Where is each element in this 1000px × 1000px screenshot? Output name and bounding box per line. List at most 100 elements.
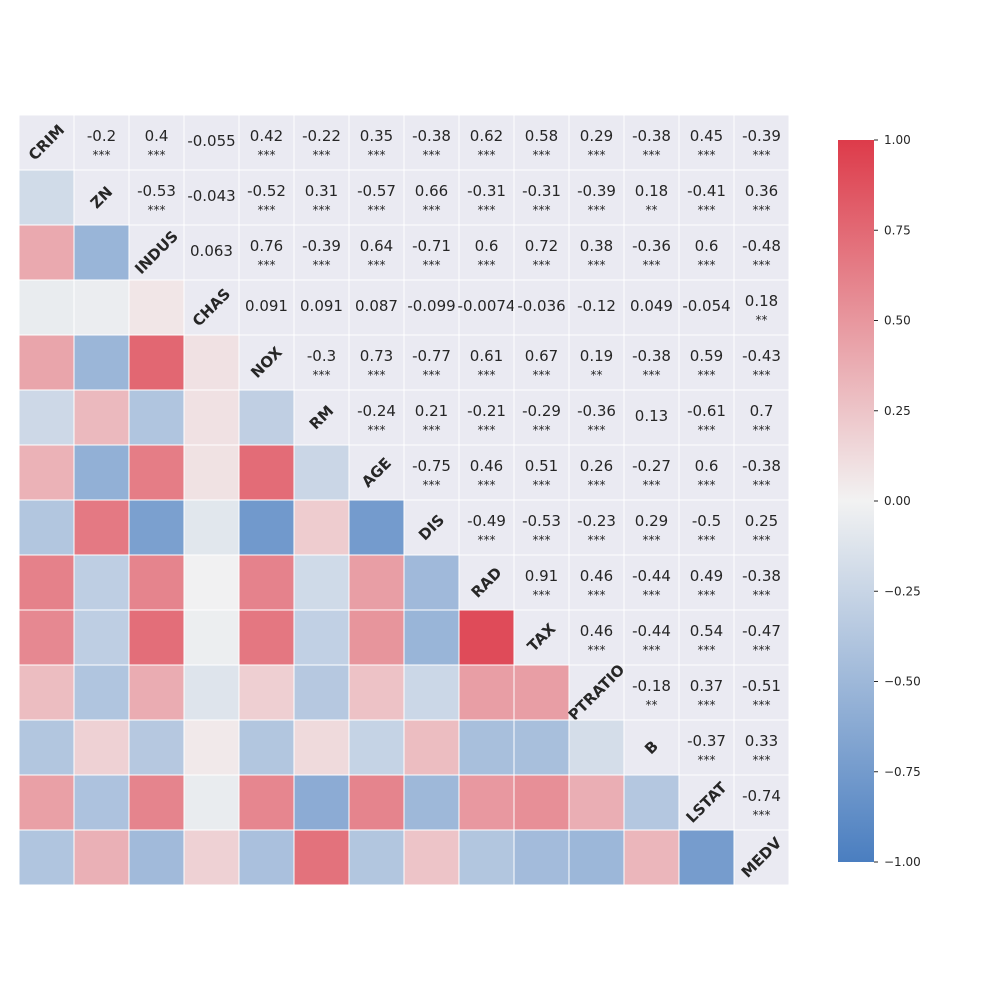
heatmap-cell-color [293, 554, 350, 611]
significance-stars: *** [753, 258, 771, 272]
heatmap-cell-upper [238, 224, 295, 281]
correlation-value: 0.063 [190, 242, 233, 260]
correlation-value: 0.59 [690, 347, 723, 365]
significance-stars: *** [753, 533, 771, 547]
correlation-value: 0.58 [525, 127, 558, 145]
significance-stars: *** [753, 588, 771, 602]
significance-stars: *** [533, 148, 551, 162]
heatmap-cell-upper [513, 114, 570, 171]
heatmap-cell-color [293, 609, 350, 666]
significance-stars: *** [753, 423, 771, 437]
heatmap-cell-upper [513, 499, 570, 556]
heatmap-cell-color [293, 829, 350, 886]
correlation-value: -0.74 [742, 787, 781, 805]
significance-stars: *** [368, 423, 386, 437]
correlation-value: -0.043 [187, 187, 235, 205]
significance-stars: *** [753, 148, 771, 162]
heatmap-cells: CRIM -0.2***0.4***-0.055 0.42***-0.22***0.… [18, 114, 790, 886]
correlation-value: -0.38 [412, 127, 451, 145]
correlation-value: -0.39 [577, 182, 616, 200]
heatmap-cell-color [458, 609, 515, 666]
significance-stars: *** [643, 478, 661, 492]
heatmap-cell-color [238, 829, 295, 886]
correlation-value: 0.091 [300, 297, 343, 315]
significance-stars: *** [533, 423, 551, 437]
heatmap-cell-diagonal [623, 719, 680, 776]
heatmap-cell-upper [733, 774, 790, 831]
significance-stars: *** [478, 533, 496, 547]
heatmap-cell-upper [128, 114, 185, 171]
correlation-value: -0.18 [632, 677, 671, 695]
heatmap-cell-diagonal [18, 114, 75, 171]
heatmap-cell-color [678, 829, 735, 886]
heatmap-cell-color [18, 334, 75, 391]
heatmap-cell-color [238, 444, 295, 501]
significance-stars: *** [533, 368, 551, 382]
heatmap-cell-color [73, 334, 130, 391]
heatmap-cell-color [513, 719, 570, 776]
heatmap-cell-upper [183, 169, 240, 226]
heatmap-cell-color [568, 774, 625, 831]
significance-stars: *** [588, 258, 606, 272]
correlation-value: -0.38 [742, 457, 781, 475]
significance-stars: *** [368, 203, 386, 217]
heatmap-cell-upper [623, 609, 680, 666]
heatmap-cell-color [293, 444, 350, 501]
heatmap-cell-color [18, 169, 75, 226]
heatmap-cell-upper [458, 444, 515, 501]
heatmap-cell-color [458, 829, 515, 886]
significance-stars: *** [368, 368, 386, 382]
heatmap-cell-color [348, 554, 405, 611]
heatmap-cell-color [73, 279, 130, 336]
heatmap-cell-color [183, 554, 240, 611]
significance-stars: *** [643, 258, 661, 272]
correlation-value: -0.77 [412, 347, 451, 365]
heatmap-cell-upper [293, 279, 350, 336]
correlation-value: -0.0074 [458, 297, 516, 315]
significance-stars: *** [533, 533, 551, 547]
correlation-value: -0.57 [357, 182, 396, 200]
significance-stars: *** [533, 588, 551, 602]
correlation-value: 0.21 [415, 402, 448, 420]
heatmap-cell-upper [403, 224, 460, 281]
heatmap-cell-diagonal [733, 829, 790, 886]
correlation-value: 0.13 [635, 407, 668, 425]
heatmap-cell-upper [293, 334, 350, 391]
heatmap-cell-color [348, 664, 405, 721]
heatmap-cell-upper [568, 169, 625, 226]
significance-stars: *** [258, 258, 276, 272]
heatmap-cell-color [183, 664, 240, 721]
heatmap-cell-color [293, 719, 350, 776]
correlation-value: 0.76 [250, 237, 283, 255]
correlation-value: 0.091 [245, 297, 288, 315]
significance-stars: *** [753, 478, 771, 492]
correlation-value: 0.46 [580, 567, 613, 585]
significance-stars: *** [698, 533, 716, 547]
heatmap-cell-color [128, 664, 185, 721]
correlation-value: -0.12 [577, 297, 616, 315]
heatmap-cell-upper [403, 389, 460, 446]
correlation-value: 0.087 [355, 297, 398, 315]
heatmap-cell-color [183, 719, 240, 776]
heatmap-cell-color [128, 279, 185, 336]
heatmap-cell-upper [568, 389, 625, 446]
heatmap-cell-upper [678, 554, 735, 611]
colorbar-tick-label: 0.00 [884, 494, 911, 508]
heatmap-cell-upper [513, 169, 570, 226]
heatmap-cell-color [128, 829, 185, 886]
correlation-value: 0.6 [695, 457, 719, 475]
heatmap-cell-color [293, 664, 350, 721]
heatmap-cell-color [18, 499, 75, 556]
heatmap-cell-color [18, 389, 75, 446]
significance-stars: *** [698, 753, 716, 767]
significance-stars: *** [423, 423, 441, 437]
heatmap-cell-color [238, 774, 295, 831]
correlation-value: -0.5 [692, 512, 721, 530]
correlation-value: -0.036 [517, 297, 565, 315]
correlation-value: 0.62 [470, 127, 503, 145]
heatmap-cell-upper [678, 444, 735, 501]
heatmap-cell-color [18, 444, 75, 501]
colorbar-tick-label: 0.50 [884, 314, 911, 328]
colorbar-tick-label: −0.25 [884, 584, 921, 598]
